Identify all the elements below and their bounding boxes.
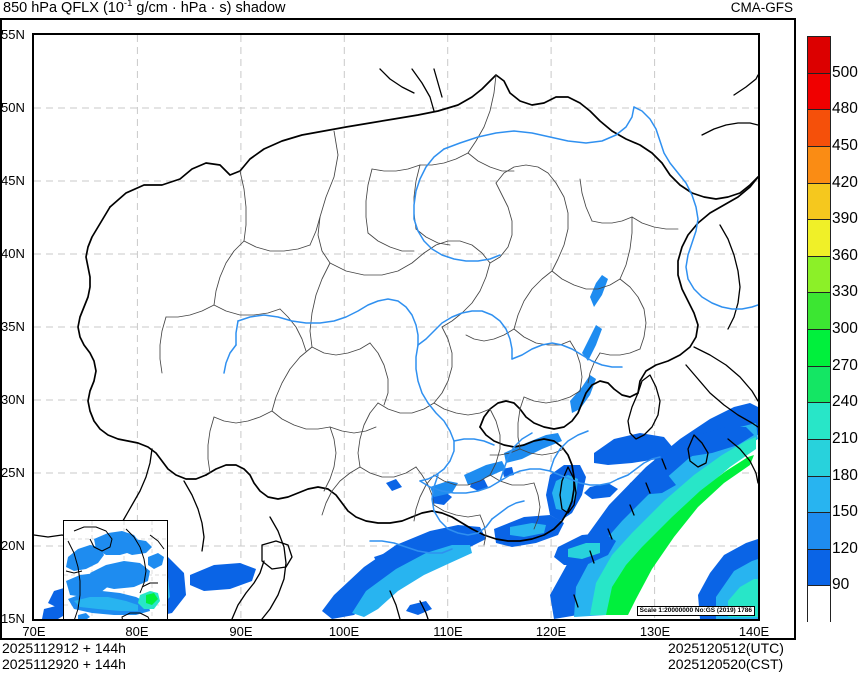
colorbar-tick-label: 150 xyxy=(832,503,858,521)
title-prefix: 850 hPa QFLX (10 xyxy=(3,0,124,16)
x-axis-label-140e: 140E xyxy=(738,624,770,639)
y-axis-label-15n: 15N xyxy=(1,611,25,626)
province-boundaries xyxy=(159,74,679,546)
title-suffix: g/cm · hPa · s) shadow xyxy=(132,0,286,16)
y-axis-label-30n: 30N xyxy=(1,392,25,407)
colorbar-tick-label: 210 xyxy=(832,429,858,447)
colorbar-tick-label: 390 xyxy=(832,210,858,228)
colorbar-tick-label: 500 xyxy=(832,63,858,81)
title-superscript: -1 xyxy=(123,0,133,10)
colorbar-segment xyxy=(808,330,830,367)
colorbar-tick-label: 450 xyxy=(832,136,858,154)
inset-coastlines xyxy=(65,526,165,619)
colorbar-segment xyxy=(808,366,830,404)
inset-map[interactable]: Scale 1:40000000 xyxy=(63,520,168,619)
x-axis-label-110e: 110E xyxy=(433,624,463,639)
x-axis-label-80e: 80E xyxy=(125,624,149,639)
main-map-scale-label: Scale 1:20000000 No:GS (2019) 1786 xyxy=(636,606,755,616)
colorbar-segment xyxy=(808,293,830,330)
colorbar-segment xyxy=(808,37,830,74)
y-axis-label-35n: 35N xyxy=(1,319,25,334)
y-axis-label-45n: 45N xyxy=(1,173,25,188)
colorbar-segment xyxy=(808,146,830,184)
colorbar-segment xyxy=(808,549,830,587)
x-axis-label-130e: 130E xyxy=(639,624,671,639)
colorbar-segment xyxy=(808,110,830,147)
colorbar-segment xyxy=(808,220,830,257)
rivers xyxy=(223,106,758,554)
y-axis-label-50n: 50N xyxy=(1,100,25,115)
colorbar-segment xyxy=(808,586,830,623)
y-axis-label-20n: 20N xyxy=(1,538,25,553)
colorbar-tick-label: 180 xyxy=(832,466,858,484)
colorbar-segment xyxy=(808,403,830,440)
foreign-coastlines xyxy=(34,68,758,619)
footer-valid-utc: 2025120512(UTC) xyxy=(668,640,784,656)
y-axis-label-25n: 25N xyxy=(1,465,25,480)
colorbar-tick-label: 480 xyxy=(832,100,858,118)
map-panel[interactable]: Scale 1:20000000 No:GS (2019) 1786 xyxy=(32,33,760,621)
inset-map-svg xyxy=(64,521,166,619)
colorbar-tick-label: 270 xyxy=(832,356,858,374)
colorbar-segment xyxy=(808,476,830,514)
colorbar-tick-label: 90 xyxy=(832,576,850,594)
footer-init-utc: 2025112912 + 144h xyxy=(2,640,126,656)
colorbar-tick-label: 330 xyxy=(832,283,858,301)
footer-init-cst: 2025112920 + 144h xyxy=(2,656,126,672)
colorbar-tick-label: 120 xyxy=(832,539,858,557)
y-axis-label-55n: 55N xyxy=(1,27,25,42)
colorbar-tick-label: 300 xyxy=(832,320,858,337)
footer-valid-cst: 2025120520(CST) xyxy=(668,656,784,672)
colorbar-segment xyxy=(808,183,830,221)
colorbar-segment xyxy=(808,73,830,111)
x-axis-label-120e: 120E xyxy=(535,624,567,639)
colorbar[interactable] xyxy=(807,36,831,623)
model-label: CMA-GFS xyxy=(730,0,793,15)
national-borders xyxy=(77,74,758,542)
page-title: 850 hPa QFLX (10-1 g/cm · hPa · s) shado… xyxy=(3,0,285,17)
x-axis-label-100e: 100E xyxy=(328,624,360,639)
colorbar-segment xyxy=(808,513,830,550)
x-axis-label-70e: 70E xyxy=(22,624,46,639)
colorbar-tick-label: 240 xyxy=(832,393,858,411)
colorbar-tick-label: 420 xyxy=(832,173,858,191)
colorbar-tick-label: 360 xyxy=(832,246,858,264)
y-axis-label-40n: 40N xyxy=(1,246,25,261)
inset-shading xyxy=(66,531,164,619)
colorbar-segment xyxy=(808,256,830,294)
x-axis-label-90e: 90E xyxy=(229,624,253,639)
colorbar-segment xyxy=(808,439,830,477)
